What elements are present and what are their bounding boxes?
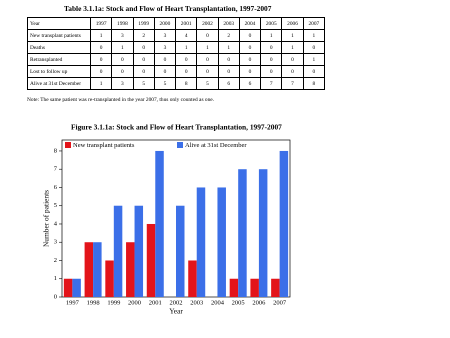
legend-swatch <box>65 142 71 148</box>
y-tick-label: 5 <box>54 202 57 209</box>
cell: 8 <box>175 77 198 90</box>
y-tick-label: 6 <box>54 184 58 191</box>
y-tick-label: 8 <box>54 147 57 154</box>
x-tick-label: 2000 <box>128 299 141 306</box>
row-label: Alive at 31st December <box>27 77 91 90</box>
y-tick-label: 4 <box>54 220 58 227</box>
bar <box>105 260 114 297</box>
bar <box>93 242 102 297</box>
chart-title: Figure 3.1.1a: Stock and Flow of Heart T… <box>71 123 282 132</box>
bar <box>176 205 185 297</box>
legend-label: Alive at 31st December <box>185 142 247 149</box>
table-row: Alive at 31st December 1 3 5 5 8 5 6 6 7 7 8 <box>27 77 326 90</box>
x-tick-label: 1998 <box>87 299 100 306</box>
legend-swatch <box>177 142 183 148</box>
bar <box>250 278 259 297</box>
y-axis-label: Number of patients <box>42 190 51 247</box>
x-tick-label: 2006 <box>252 299 266 306</box>
x-tick-label: 2001 <box>149 299 162 306</box>
bar <box>84 242 94 297</box>
cell: 3 <box>111 77 134 90</box>
bar <box>146 223 156 297</box>
y-tick-label: 2 <box>54 257 57 264</box>
table-row: Deaths 0 1 0 3 1 1 1 0 0 1 0 <box>27 41 326 54</box>
x-tick-label: 2002 <box>170 299 183 306</box>
table: Year 1997 1998 1999 2000 2001 2002 2003 2004 2005… <box>27 17 326 90</box>
cell: 0 <box>302 41 326 54</box>
x-tick-label: 2004 <box>211 299 225 306</box>
bar <box>113 205 123 297</box>
cell: 8 <box>302 77 326 90</box>
x-tick-label: 1999 <box>107 299 120 306</box>
bar <box>238 169 247 297</box>
cell: 6 <box>217 77 240 90</box>
bar <box>271 278 280 297</box>
y-tick-label: 7 <box>54 166 58 173</box>
y-tick-label: 1 <box>54 275 57 282</box>
x-tick-label: 2007 <box>273 299 287 306</box>
x-tick-label: 2005 <box>232 299 245 306</box>
bar <box>63 278 73 297</box>
note: Note: The same patient was re-transplant… <box>27 97 215 103</box>
table-title: Table 3.1.1a: Stock and Flow of Heart Tr… <box>64 4 272 13</box>
y-tick-label: 3 <box>54 239 57 246</box>
cell: 7 <box>260 77 283 90</box>
bar <box>188 260 197 297</box>
bar <box>196 187 206 297</box>
bar <box>155 150 164 297</box>
bar <box>126 242 135 297</box>
bar <box>217 187 226 297</box>
bar <box>134 205 144 297</box>
x-tick-label: 1997 <box>66 299 80 306</box>
x-axis-label: Year <box>169 307 183 316</box>
legend-label: New transplant patients <box>73 142 135 149</box>
bar <box>229 278 239 297</box>
y-tick-label: 0 <box>54 293 57 300</box>
bar <box>258 169 268 297</box>
bar <box>279 150 289 297</box>
bar <box>72 278 81 297</box>
x-tick-label: 2003 <box>190 299 203 306</box>
